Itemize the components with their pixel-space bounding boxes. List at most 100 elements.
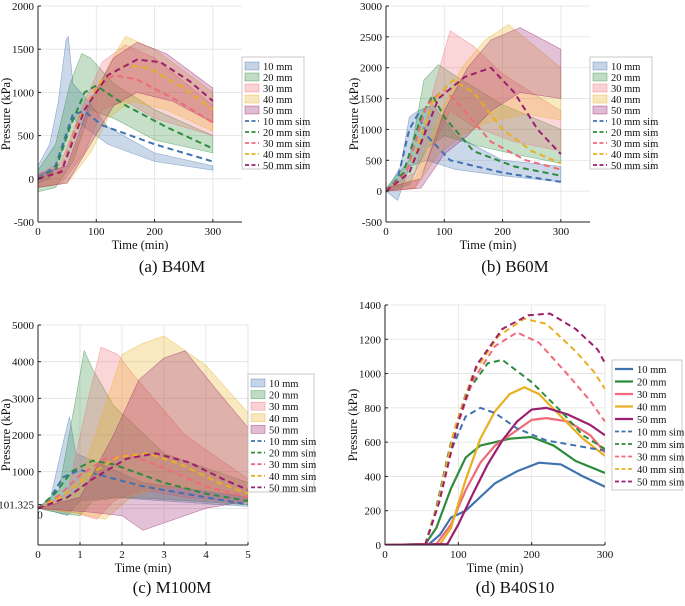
legend-label: 20 mm <box>637 378 666 389</box>
series-20-mm <box>385 435 605 545</box>
legend-label: 10 mm sim <box>611 117 658 128</box>
plot-area <box>385 312 605 545</box>
legend-box <box>241 56 305 170</box>
x-axis-label: Time (min) <box>115 561 172 575</box>
x-tick-label: 200 <box>523 549 540 561</box>
sim-20-mm-sim <box>38 459 248 510</box>
band-50-mm <box>38 41 214 188</box>
y-tick-label: 600 <box>365 437 382 449</box>
legend-label: 10 mm <box>637 365 666 376</box>
x-tick-label: 300 <box>205 226 222 238</box>
legend-swatch-band <box>592 72 608 82</box>
legend-label: 30 mm sim <box>637 453 684 464</box>
y-tick-label: 1500 <box>12 44 35 56</box>
legend-label: 50 mm sim <box>637 478 684 489</box>
sim-50-mm-sim <box>38 58 214 180</box>
x-tick-label: 3 <box>161 549 167 561</box>
y-tick-label: 400 <box>365 471 382 483</box>
legend-swatch-band <box>592 83 608 93</box>
gridlines <box>37 324 249 545</box>
x-tick-label: 0 <box>382 549 388 561</box>
legend-label: 50 mm <box>269 425 298 436</box>
sim-50-mm-sim <box>386 66 562 192</box>
legend-label: 20 mm sim <box>269 449 316 460</box>
legend-label: 40 mm sim <box>611 150 658 161</box>
y-tick-label: 3000 <box>12 393 35 405</box>
band-30-mm <box>386 30 562 192</box>
panel-caption: (d) B40S10 <box>476 578 555 597</box>
y-tick-label: 1200 <box>359 334 382 346</box>
legend-label: 30 mm sim <box>611 139 658 150</box>
y-tick-label: 500 <box>18 131 35 143</box>
x-tick-label: 0 <box>383 226 389 238</box>
band-30-mm <box>38 346 248 520</box>
legend-label: 10 mm <box>611 62 640 73</box>
x-tick-label: 2 <box>119 549 125 561</box>
legend-label: 40 mm sim <box>263 150 310 161</box>
x-tick-label: 100 <box>436 226 453 238</box>
y-tick-label: 2000 <box>360 63 383 75</box>
x-tick-label: 200 <box>494 226 511 238</box>
legend-swatch-band <box>592 105 608 115</box>
x-tick-label: 5 <box>245 549 251 561</box>
y-tick-label: 2000 <box>12 1 35 13</box>
y-tick-label: 1500 <box>360 94 383 106</box>
y-tick-label: 4000 <box>12 357 35 369</box>
legend-label: 10 mm sim <box>263 117 310 128</box>
legend-label: 20 mm sim <box>263 128 310 139</box>
sim-30-mm-sim <box>386 88 562 192</box>
legend-label: 20 mm sim <box>637 440 684 451</box>
y-tick-label: 2000 <box>12 430 35 442</box>
sim-50-mm-sim <box>385 312 605 545</box>
gridlines <box>384 304 606 546</box>
legend-label: 10 mm sim <box>269 437 316 448</box>
legend-swatch-band <box>250 378 266 388</box>
y-axis-label: Pressure (kPa) <box>346 389 360 462</box>
legend-label: 10 mm <box>263 62 292 73</box>
legend-label: 20 mm <box>611 73 640 84</box>
sim-30-mm-sim <box>385 331 605 545</box>
legend-swatch-band <box>244 105 260 115</box>
legend-label: 20 mm <box>269 391 298 402</box>
legend-label: 50 mm sim <box>269 483 316 494</box>
series-10-mm <box>385 461 605 545</box>
y-tick-label: 500 <box>366 155 383 167</box>
y-tick-label: 1400 <box>359 300 382 312</box>
legend-label: 40 mm <box>263 95 292 106</box>
y-tick-label: 1000 <box>359 369 382 381</box>
legend-label: 30 mm <box>269 402 298 413</box>
legend-label: 10 mm sim <box>637 428 684 439</box>
sim-40-mm-sim <box>38 452 248 510</box>
legend-label: 40 mm <box>637 403 666 414</box>
y-tick-label: 3000 <box>360 1 383 13</box>
series-40-mm <box>385 386 605 545</box>
y-tick-label: 0 <box>377 186 383 198</box>
band-10-mm <box>38 35 214 184</box>
sim-10-mm-sim <box>38 468 248 510</box>
legend-label: 30 mm <box>637 390 666 401</box>
sim-10-mm-sim <box>386 113 562 192</box>
y-tick-label: -500 <box>362 217 383 229</box>
y-tick-label: 2500 <box>360 32 383 44</box>
y-tick-label: 1000 <box>12 467 35 479</box>
legend-swatch-band <box>244 94 260 104</box>
legend-swatch-band <box>250 390 266 399</box>
legend-label: 50 mm <box>637 415 666 426</box>
y-tick-label: -500 <box>14 217 35 229</box>
legend-swatch-band <box>244 83 260 93</box>
x-tick-label: 0 <box>35 549 41 561</box>
y-tick-label: 1000 <box>12 87 35 99</box>
sim-10-mm-sim <box>38 110 214 180</box>
x-axis-label: Time (min) <box>460 238 517 252</box>
panel-caption: (b) B60M <box>481 257 549 276</box>
legend-label: 30 mm sim <box>269 460 316 471</box>
y-tick-label: 0 <box>376 540 382 552</box>
legend-label: 20 mm sim <box>611 128 658 139</box>
x-tick-label: 4 <box>203 549 209 561</box>
